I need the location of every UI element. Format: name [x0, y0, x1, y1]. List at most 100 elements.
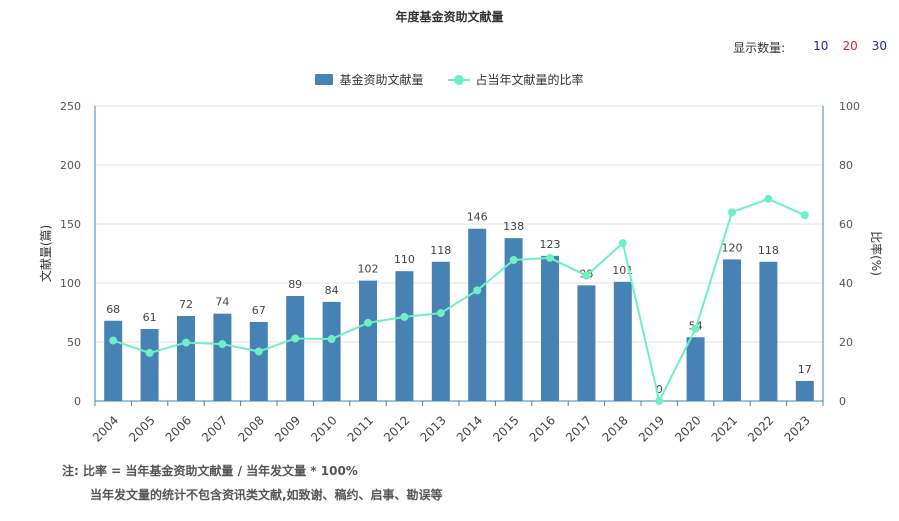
display-count-option-10[interactable]: 10 [813, 39, 829, 53]
ratio-point [764, 194, 773, 203]
y-tick-label: 0 [74, 395, 81, 408]
bar-value-label: 89 [288, 278, 302, 291]
x-tick-label: 2005 [126, 413, 157, 444]
bar [468, 228, 487, 401]
legend-line-swatch [447, 74, 470, 85]
x-tick-label: 2010 [308, 413, 339, 444]
x-tick-label: 2022 [745, 413, 776, 444]
x-tick-label: 2008 [235, 413, 266, 444]
x-tick-label: 2019 [636, 413, 667, 444]
bar [795, 380, 814, 401]
bar-value-label: 67 [252, 304, 266, 317]
ratio-point [327, 335, 336, 344]
x-tick-label: 2009 [272, 413, 303, 444]
bar [504, 238, 523, 401]
bar [541, 255, 559, 401]
chart-legend: 基金资助文献量 占当年文献量的比率 [0, 71, 899, 88]
y2-axis-title: 比率(%) [869, 231, 884, 276]
bar-value-label: 102 [358, 263, 379, 276]
legend-item-bar-series[interactable]: 基金资助文献量 [315, 71, 424, 88]
bar [104, 320, 123, 401]
bar-value-label: 17 [798, 363, 812, 376]
y-tick-label: 150 [60, 218, 81, 231]
bar-value-label: 118 [758, 244, 779, 257]
ratio-point [800, 211, 809, 220]
x-tick-label: 2014 [454, 413, 485, 444]
ratio-point [655, 397, 664, 405]
ratio-point [509, 255, 518, 264]
y-tick-label: 50 [67, 336, 81, 349]
y2-tick-label: 100 [839, 100, 860, 113]
ratio-point [254, 347, 263, 356]
x-tick-label: 2011 [345, 413, 376, 444]
bar [395, 271, 414, 401]
display-count-label: 显示数量: [733, 41, 786, 55]
bar-value-label: 146 [467, 211, 488, 224]
y-axis-title: 文献量(篇) [38, 225, 53, 282]
ratio-point [436, 309, 445, 318]
legend-bar-swatch [315, 74, 334, 85]
y2-tick-label: 20 [839, 336, 853, 349]
y2-tick-label: 60 [839, 218, 853, 231]
bar-value-label: 120 [722, 241, 743, 254]
display-count-option-20[interactable]: 20 [842, 39, 858, 53]
ratio-point [364, 318, 372, 327]
bar [249, 321, 268, 401]
y-tick-label: 100 [60, 277, 81, 290]
x-tick-label: 2018 [599, 413, 630, 444]
y2-tick-label: 0 [839, 395, 846, 408]
bar-value-label: 68 [106, 303, 120, 316]
x-tick-label: 2017 [563, 413, 594, 444]
footnote-exclusion: 当年发文量的统计不包含资讯类文献,如致谢、稿约、启事、勘误等 [90, 488, 443, 502]
ratio-series-line [112, 197, 806, 404]
x-tick-label: 2007 [199, 413, 230, 444]
x-tick-label: 2016 [527, 413, 558, 444]
bar [177, 316, 195, 401]
bar [359, 280, 377, 401]
bar-value-label: 72 [179, 298, 193, 311]
x-tick-label: 2004 [90, 413, 121, 444]
bar [577, 285, 596, 401]
bar-value-label: 118 [430, 244, 451, 257]
display-count-selector: 显示数量: 10 20 30 [733, 39, 887, 56]
legend-item-line-series[interactable]: 占当年文献量的比率 [447, 71, 584, 88]
bar-value-label: 110 [394, 253, 415, 266]
bar [613, 281, 632, 401]
bar-value-label: 138 [503, 220, 524, 233]
legend-bar-label: 基金资助文献量 [339, 73, 424, 87]
bar-value-label: 0 [656, 383, 663, 396]
y-tick-label: 200 [60, 159, 81, 172]
y-tick-label: 250 [60, 100, 81, 113]
bar-value-label: 84 [325, 284, 339, 297]
bar [213, 313, 232, 401]
bar [723, 259, 741, 401]
x-tick-label: 2023 [781, 413, 812, 444]
ratio-point [728, 208, 736, 217]
x-tick-label: 2015 [490, 413, 521, 444]
legend-line-label: 占当年文献量的比率 [475, 73, 584, 87]
display-count-option-30[interactable]: 30 [871, 39, 887, 53]
ratio-point [400, 312, 409, 321]
bar [431, 261, 450, 401]
ratio-point [291, 334, 300, 343]
x-tick-label: 2021 [709, 413, 740, 444]
ratio-point [182, 338, 190, 347]
x-tick-label: 2012 [381, 413, 412, 444]
y2-tick-label: 40 [839, 277, 853, 290]
bar [686, 337, 705, 401]
ratio-point [109, 336, 118, 345]
footnote-ratio-formula: 注: 比率 = 当年基金资助文献量 / 当年发文量 * 100% [62, 464, 358, 478]
ratio-point [473, 286, 482, 295]
bar [286, 295, 305, 401]
bar [759, 261, 778, 401]
x-tick-label: 2020 [672, 413, 703, 444]
ratio-point [145, 348, 154, 357]
ratio-point [546, 253, 554, 262]
ratio-point [218, 340, 227, 349]
y2-tick-label: 80 [839, 159, 853, 172]
bar-value-label: 74 [215, 296, 229, 309]
bar-value-label: 123 [540, 238, 561, 251]
x-tick-label: 2013 [417, 413, 448, 444]
ratio-point [582, 271, 591, 280]
bar-value-label: 61 [143, 311, 157, 324]
